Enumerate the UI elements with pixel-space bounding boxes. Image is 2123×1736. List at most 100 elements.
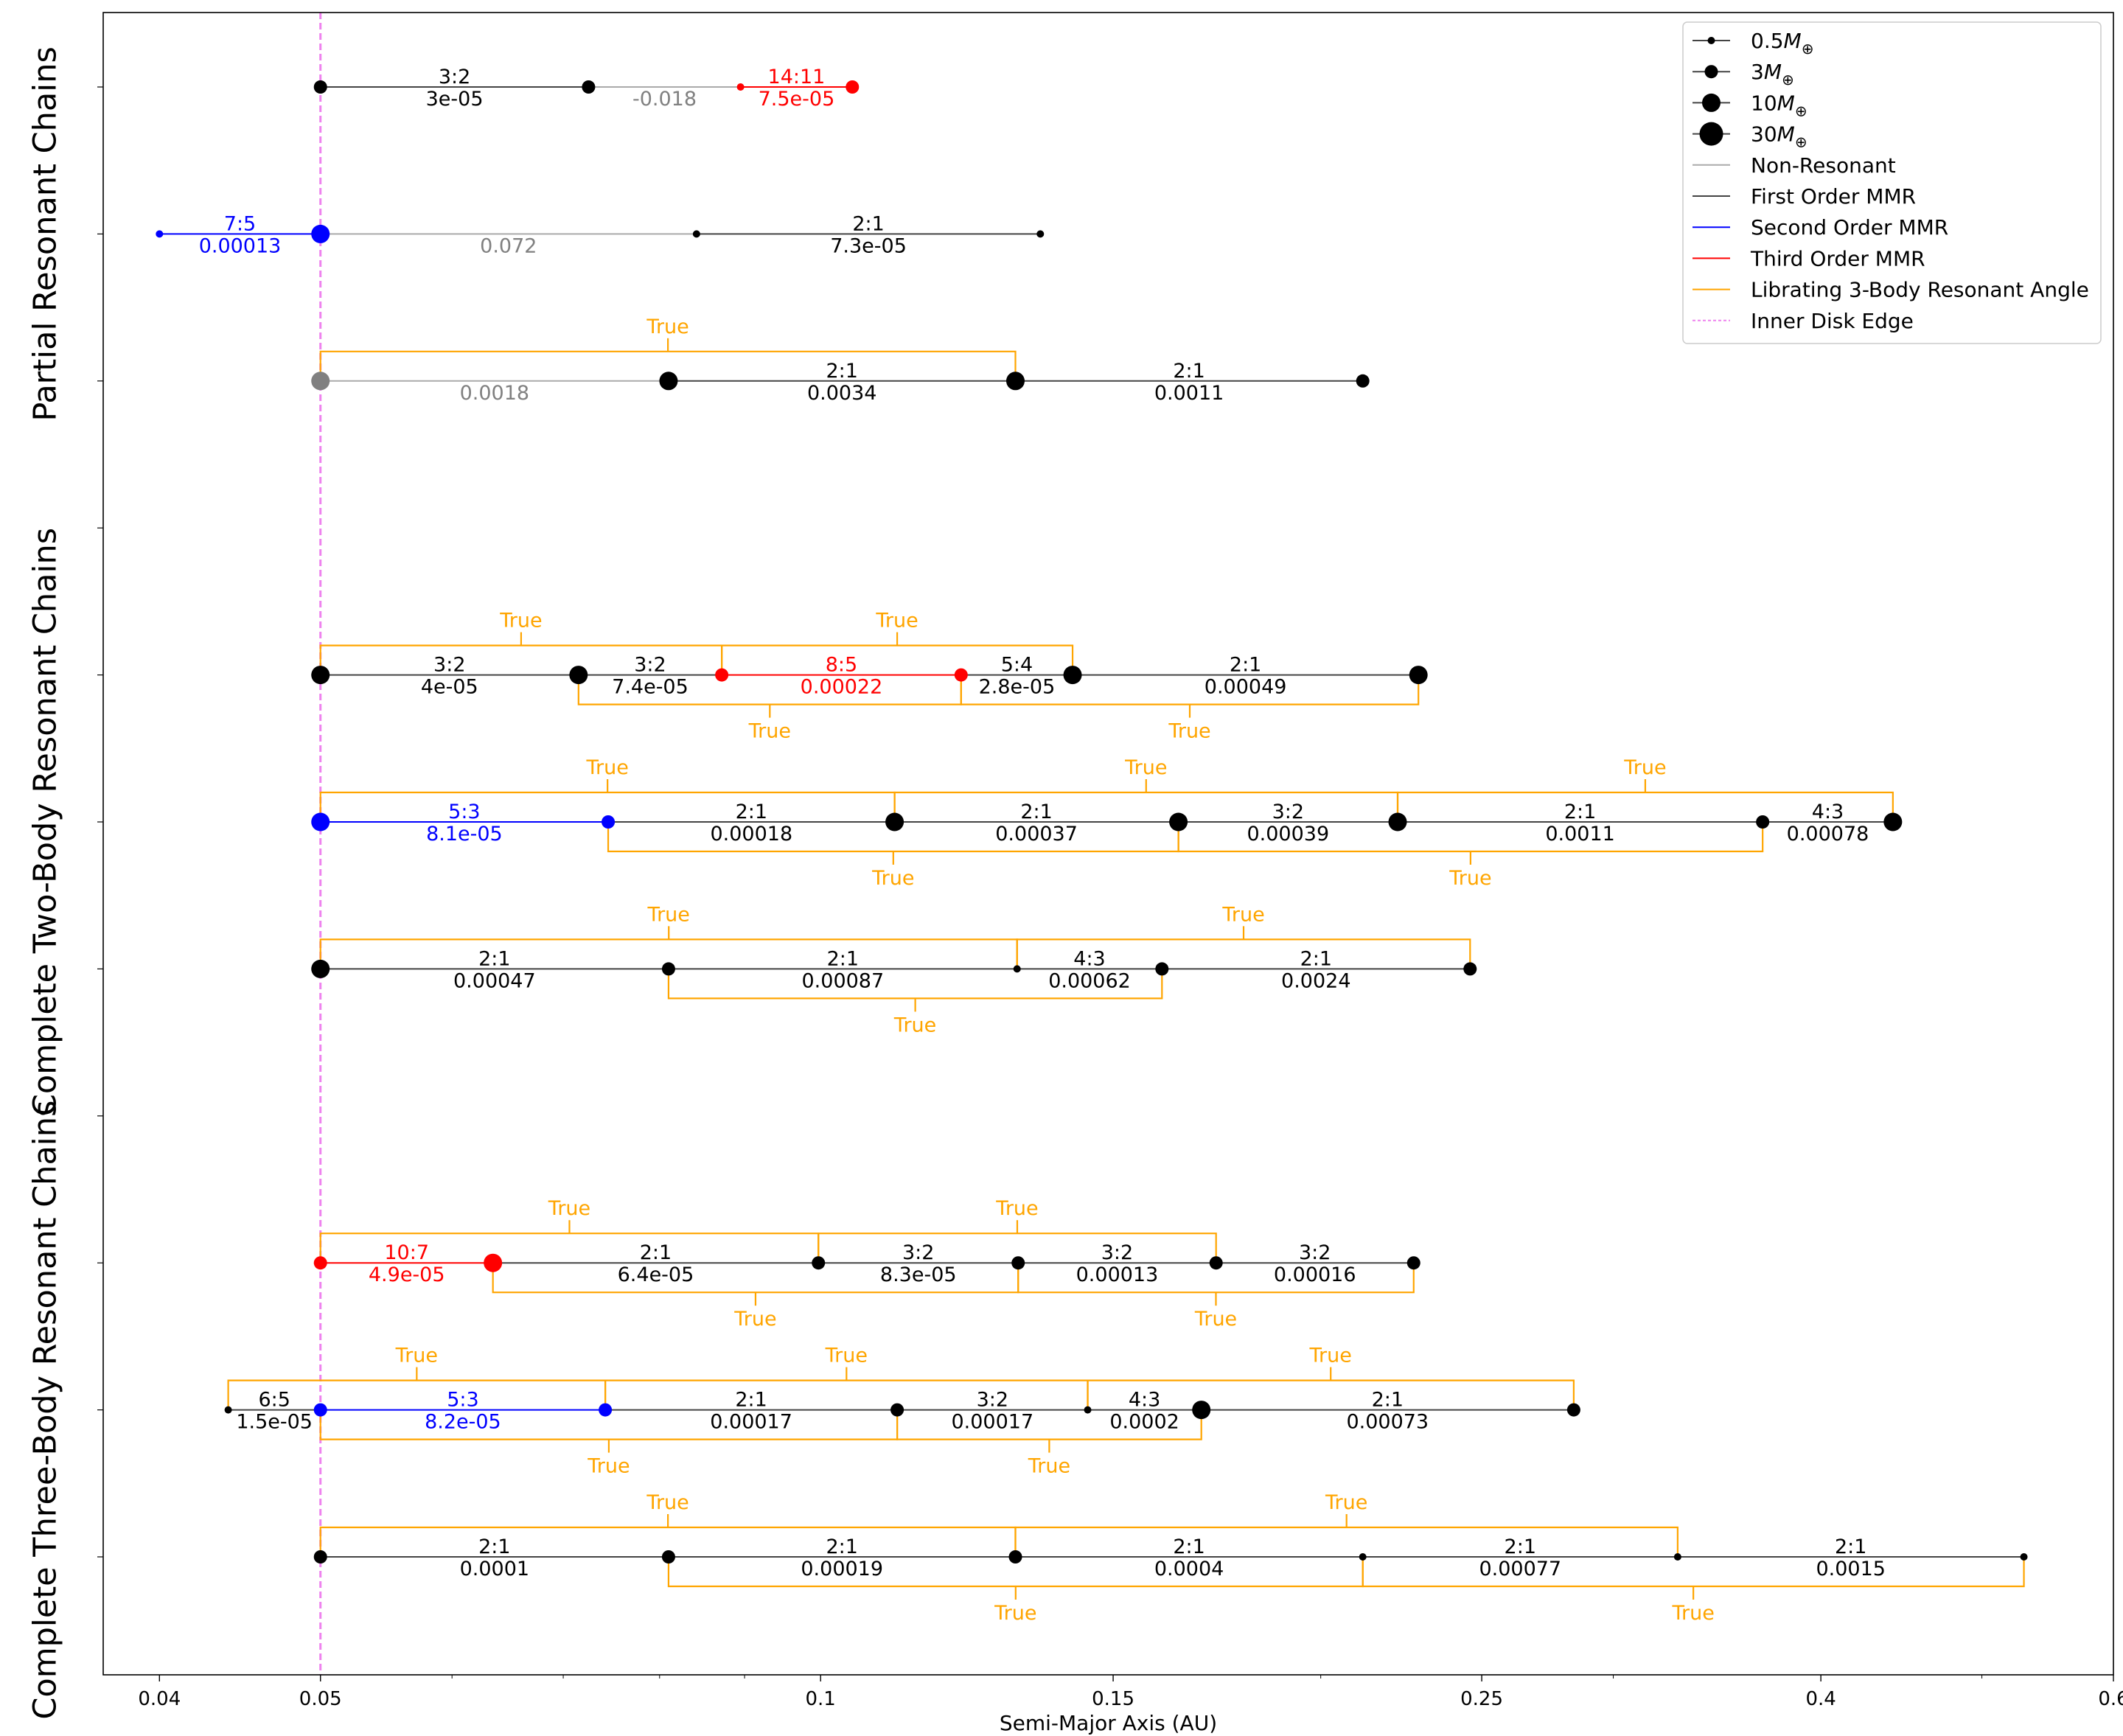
resonance-value-label: 0.00016 bbox=[1274, 1263, 1356, 1286]
three-body-label: True bbox=[1671, 1602, 1714, 1625]
resonance-ratio-label: 5:3 bbox=[447, 1389, 478, 1412]
planet-marker bbox=[1756, 815, 1770, 829]
resonance-value-label: 0.00013 bbox=[1076, 1263, 1159, 1286]
resonance-ratio-label: 4:3 bbox=[1812, 801, 1844, 823]
planet-marker bbox=[1169, 812, 1188, 832]
planet-marker bbox=[1566, 1403, 1580, 1417]
resonance-value-label: 6.4e-05 bbox=[618, 1263, 694, 1286]
three-body-label: True bbox=[748, 720, 791, 743]
resonance-value-label: 1.5e-05 bbox=[236, 1411, 313, 1434]
three-body-label: True bbox=[1221, 903, 1264, 926]
legend-mass-label: 3M⊕ bbox=[1751, 60, 1794, 88]
resonance-ratio-label: 2:1 bbox=[826, 1535, 857, 1558]
planet-marker bbox=[715, 668, 729, 682]
resonance-value-label: 7.3e-05 bbox=[830, 234, 907, 257]
resonance-ratio-label: 2:1 bbox=[1505, 1535, 1536, 1558]
planet-marker bbox=[692, 230, 700, 238]
resonance-ratio-label: 10:7 bbox=[384, 1241, 429, 1264]
three-body-label: True bbox=[646, 1491, 689, 1514]
resonance-ratio-label: 3:2 bbox=[902, 1241, 934, 1264]
planet-marker bbox=[1013, 965, 1021, 973]
legend-mass-symbol: M bbox=[1777, 91, 1795, 115]
three-body-label: True bbox=[395, 1345, 438, 1367]
planet-marker bbox=[1409, 666, 1428, 685]
resonance-ratio-label: 4:3 bbox=[1073, 947, 1105, 970]
resonance-ratio-label: 3:2 bbox=[634, 654, 666, 677]
legend-entry-label: Non-Resonant bbox=[1751, 153, 1896, 178]
planet-marker bbox=[484, 1253, 503, 1272]
x-tick-label: 0.25 bbox=[1460, 1688, 1503, 1710]
planet-marker bbox=[1359, 1553, 1367, 1561]
resonance-value-label: 4e-05 bbox=[421, 676, 478, 699]
planet-marker bbox=[885, 812, 904, 832]
resonance-ratio-label: 2:1 bbox=[826, 360, 857, 383]
x-tick-label: 0.4 bbox=[1805, 1688, 1836, 1710]
legend-mass-value: 10 bbox=[1751, 91, 1777, 115]
legend-marker-dot bbox=[1704, 65, 1718, 79]
x-tick-label: 0.04 bbox=[138, 1688, 181, 1710]
resonance-value-label: 0.0034 bbox=[807, 382, 876, 405]
group-label: Complete Two-Body Resonant Chains bbox=[27, 528, 64, 1116]
plot-frame bbox=[102, 12, 2114, 1676]
legend-entry-label: Inner Disk Edge bbox=[1751, 309, 1914, 333]
planet-marker bbox=[1673, 1553, 1681, 1561]
planet-marker bbox=[311, 372, 330, 391]
three-body-label: True bbox=[1325, 1491, 1367, 1514]
planet-marker bbox=[1084, 1406, 1092, 1414]
group-label: Complete Three-Body Resonant Chains bbox=[27, 1101, 64, 1720]
resonance-ratio-label: 2:1 bbox=[1372, 1389, 1404, 1412]
planet-marker bbox=[1883, 812, 1903, 832]
legend-earth-subscript: ⊕ bbox=[1795, 102, 1807, 119]
planet-marker bbox=[156, 230, 164, 238]
planet-marker bbox=[2020, 1553, 2028, 1561]
three-body-label: True bbox=[1124, 756, 1167, 779]
resonance-value-label: 0.0002 bbox=[1109, 1411, 1179, 1434]
resonance-value-label: 0.00037 bbox=[995, 823, 1078, 846]
legend-marker-dot bbox=[1707, 37, 1715, 44]
resonance-value-label: 0.00013 bbox=[199, 234, 282, 257]
planet-marker bbox=[1388, 812, 1407, 832]
planet-marker bbox=[1406, 1256, 1420, 1270]
resonance-value-label: 0.00087 bbox=[802, 969, 885, 992]
three-body-label: True bbox=[875, 610, 918, 632]
legend-entry-label: Third Order MMR bbox=[1750, 246, 1925, 271]
legend-mass-label: 0.5M⊕ bbox=[1751, 29, 1813, 57]
resonance-ratio-label: 3:2 bbox=[439, 66, 470, 88]
resonance-ratio-label: 2:1 bbox=[1564, 801, 1596, 823]
planet-marker bbox=[311, 224, 330, 243]
resonance-value-label: 0.00049 bbox=[1205, 676, 1287, 699]
legend-marker-dot bbox=[1702, 93, 1721, 112]
planet-marker bbox=[1036, 230, 1045, 238]
resonance-value-label: 8.1e-05 bbox=[426, 823, 503, 846]
legend-mass-symbol: M bbox=[1764, 60, 1782, 84]
legend-mass-value: 3 bbox=[1751, 60, 1764, 84]
three-body-label: True bbox=[585, 756, 628, 779]
three-body-label: True bbox=[893, 1014, 936, 1036]
planet-marker bbox=[890, 1403, 904, 1417]
planet-marker bbox=[313, 80, 327, 94]
x-tick-label: 0.6 bbox=[2098, 1688, 2123, 1710]
legend-mass-symbol: M bbox=[1784, 29, 1802, 53]
resonance-ratio-label: 2:1 bbox=[478, 947, 510, 970]
three-body-label: True bbox=[587, 1455, 630, 1478]
planet-marker bbox=[1008, 1550, 1022, 1564]
resonance-value-label: 0.0015 bbox=[1816, 1558, 1885, 1580]
resonance-value-label: 0.072 bbox=[480, 234, 537, 257]
resonance-value-label: 0.0018 bbox=[460, 382, 529, 405]
legend-entry-label: Second Order MMR bbox=[1751, 215, 1948, 240]
resonance-value-label: 8.2e-05 bbox=[425, 1411, 501, 1434]
three-body-label: True bbox=[871, 867, 914, 890]
resonance-value-label: 0.00017 bbox=[710, 1411, 792, 1434]
legend-marker-dot bbox=[1699, 122, 1723, 146]
x-tick-label: 0.15 bbox=[1092, 1688, 1134, 1710]
three-body-label: True bbox=[647, 903, 690, 926]
three-body-label: True bbox=[994, 1602, 1036, 1625]
resonance-ratio-label: 5:4 bbox=[1001, 654, 1033, 677]
three-body-label: True bbox=[1028, 1455, 1070, 1478]
resonance-value-label: 0.00073 bbox=[1346, 1411, 1429, 1434]
planet-marker bbox=[582, 80, 596, 94]
resonance-ratio-label: 2:1 bbox=[1020, 801, 1052, 823]
planet-marker bbox=[311, 666, 330, 685]
planet-marker bbox=[1063, 666, 1082, 685]
planet-marker bbox=[659, 372, 678, 391]
